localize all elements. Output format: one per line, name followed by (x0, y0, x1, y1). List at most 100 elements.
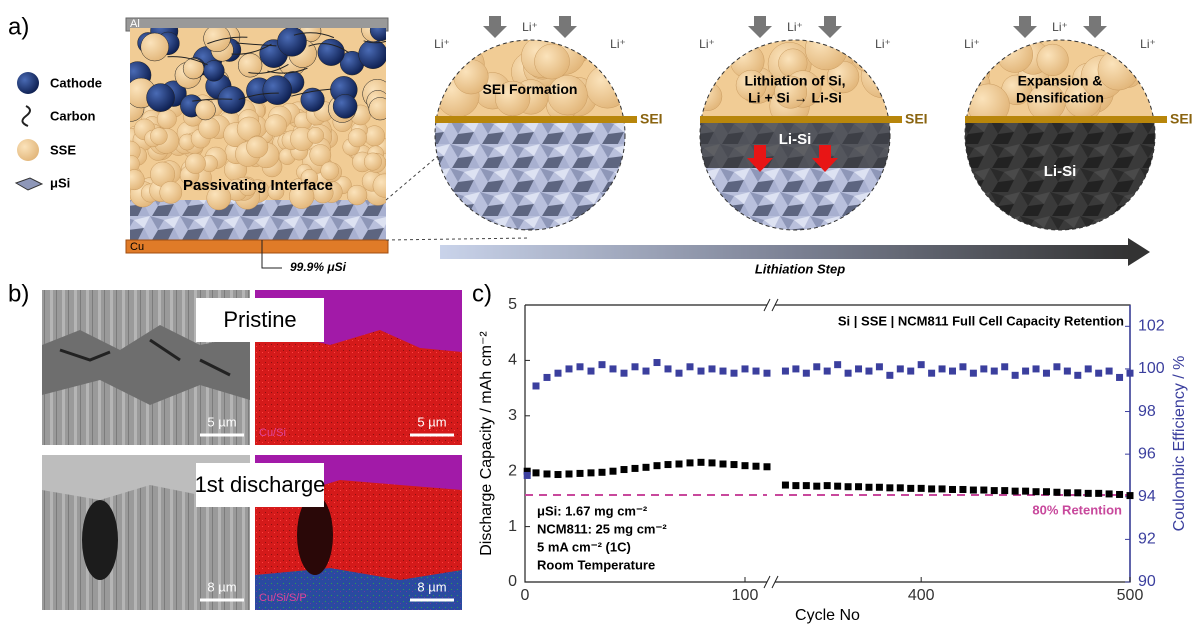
data-point (865, 367, 873, 375)
row-title: Pristine (223, 307, 296, 332)
y2-axis-title: Coulombic Efficiency / % (1171, 356, 1188, 532)
data-point (686, 363, 694, 371)
step-title: Expansion & Densification (1016, 72, 1104, 105)
data-point (875, 363, 883, 371)
map-key: Cu/Si/S/P (259, 592, 307, 604)
data-point (844, 369, 852, 377)
panel-label: b) (8, 280, 29, 307)
y-tick-label: 5 (508, 296, 517, 313)
data-point (1063, 367, 1071, 375)
y2-tick-label: 100 (1138, 360, 1165, 377)
inner-label: Li-Si (1044, 163, 1077, 180)
data-point (675, 460, 683, 468)
data-point (834, 361, 842, 369)
data-point (1011, 487, 1019, 495)
data-point (1053, 363, 1061, 371)
data-point (554, 369, 562, 377)
data-point (1001, 487, 1009, 495)
sei-label: SEI (640, 111, 663, 127)
data-point (523, 467, 531, 475)
data-point (1095, 489, 1103, 497)
ion-label: Li⁺ (1140, 37, 1156, 51)
data-point (730, 369, 738, 377)
data-point (642, 463, 650, 471)
ion-label: Li⁺ (610, 37, 626, 51)
x-tick-label: 500 (1117, 587, 1144, 604)
data-point (802, 482, 810, 490)
data-point (686, 459, 694, 467)
label: Passivating Interface (183, 177, 333, 194)
data-point (896, 365, 904, 373)
ion-label: Li⁺ (1052, 20, 1068, 34)
data-point (844, 483, 852, 491)
arrow (1128, 238, 1150, 266)
data-point (949, 485, 956, 493)
data-point (620, 369, 628, 377)
data-point (642, 367, 650, 375)
data-point (587, 367, 595, 375)
sei-label: SEI (905, 111, 928, 127)
legend-label: Cathode (50, 75, 102, 90)
data-point (865, 483, 873, 491)
scale-label: 5 µm (207, 414, 236, 429)
data-point (565, 365, 573, 373)
data-point (959, 485, 967, 493)
sei-label: SEI (1170, 111, 1193, 127)
data-point (907, 484, 915, 492)
data-point (1074, 489, 1082, 497)
data-point (631, 464, 639, 472)
annotation: NCM811: 25 mg cm⁻² (537, 521, 667, 536)
y2-tick-label: 92 (1138, 531, 1156, 548)
data-point (928, 369, 936, 377)
data-point (763, 369, 771, 377)
y-tick-label: 0 (508, 573, 517, 590)
data-point (708, 459, 716, 467)
y2-tick-label: 98 (1138, 403, 1156, 420)
data-point (928, 485, 936, 493)
data-point (598, 468, 606, 476)
map-key: Cu/Si (259, 427, 286, 439)
y2-tick-label: 90 (1138, 573, 1156, 590)
reference-label: 80% Retention (1032, 502, 1122, 517)
ion-label: Li⁺ (964, 37, 980, 51)
data-point (741, 365, 749, 373)
legend-label: SSE (50, 142, 76, 157)
data-point (1032, 365, 1040, 373)
data-point (1084, 365, 1092, 373)
data-point (653, 359, 661, 367)
data-point (752, 462, 760, 470)
data-point (980, 365, 988, 373)
data-point (653, 462, 661, 470)
data-point (949, 367, 956, 375)
cell-schematic: Al Cu Passivating Interface 99.9% μSi (125, 17, 531, 274)
data-point (823, 367, 831, 375)
annotation: 5 mA cm⁻² (1C) (537, 539, 631, 554)
x-tick-label: 0 (521, 587, 530, 604)
data-point (763, 463, 771, 471)
data-point (620, 466, 628, 474)
data-point (938, 365, 946, 373)
data-point (532, 382, 540, 390)
panel-label: a) (8, 13, 29, 40)
data-point (609, 365, 617, 373)
data-point (980, 486, 988, 494)
arrow (1083, 16, 1107, 38)
arrow (748, 16, 772, 38)
annotation: μSi: 1.67 mg cm⁻² (537, 503, 648, 518)
data-point (554, 471, 562, 479)
chart: 0 1 2 3 4 5 90 92 94 96 98 100 102 0 100 400 500 Cycle No… (478, 296, 1188, 624)
data-point (813, 482, 821, 490)
arrow (440, 245, 1130, 259)
data-point (969, 486, 977, 494)
x-tick-label: 100 (732, 587, 759, 604)
data-point (990, 367, 998, 375)
data-point (543, 470, 551, 478)
arrow (747, 145, 773, 172)
data-point (532, 469, 540, 477)
arrow (483, 16, 507, 38)
y-axis-title: Discharge Capacity / mAh cm⁻² (478, 331, 495, 556)
data-point (675, 369, 683, 377)
data-point (543, 373, 551, 381)
y-tick-label: 1 (508, 518, 517, 535)
data-point (1105, 490, 1113, 498)
